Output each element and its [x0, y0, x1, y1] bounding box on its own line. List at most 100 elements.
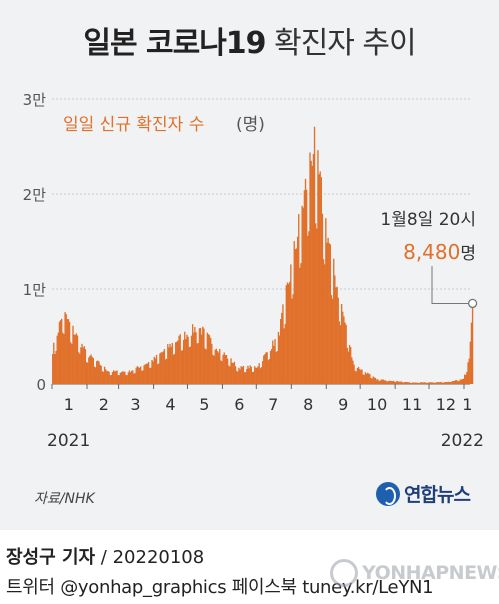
- bar: [416, 382, 418, 384]
- bar: [304, 178, 307, 384]
- bar: [186, 334, 188, 384]
- bar: [451, 381, 453, 384]
- bar: [390, 380, 392, 384]
- bar: [213, 355, 215, 384]
- bar: [73, 334, 75, 384]
- bar: [167, 344, 169, 384]
- bar: [373, 377, 376, 384]
- bar: [52, 354, 54, 384]
- bar: [421, 382, 423, 384]
- unit-label: (명): [236, 115, 265, 135]
- bar: [280, 319, 282, 384]
- bar: [74, 334, 76, 384]
- bar: [414, 382, 416, 384]
- bar: [161, 352, 163, 384]
- publish-date: / 20220108: [95, 547, 205, 568]
- bar: [387, 381, 389, 384]
- bar: [93, 366, 96, 384]
- bar: [188, 347, 190, 384]
- bar: [333, 258, 335, 384]
- bar: [413, 382, 415, 384]
- bar: [426, 382, 429, 384]
- bar: [160, 352, 162, 384]
- bar: [397, 381, 399, 384]
- bar: [221, 361, 223, 384]
- bar: [106, 370, 108, 384]
- watermark: YONHAPNEWS: [330, 559, 499, 587]
- bar: [84, 349, 87, 384]
- bar: [159, 353, 161, 384]
- bar: [121, 371, 124, 384]
- bar: [427, 382, 430, 384]
- bar: [354, 370, 356, 384]
- bar: [230, 358, 232, 384]
- bar: [168, 347, 170, 384]
- bar: [137, 367, 140, 384]
- bar: [132, 370, 134, 384]
- bar: [274, 339, 276, 384]
- bar: [251, 371, 254, 384]
- bar: [142, 370, 144, 384]
- bar: [464, 374, 466, 384]
- bar: [456, 380, 458, 384]
- x-tick-label: 3: [130, 395, 140, 414]
- bar: [173, 353, 176, 384]
- bar: [320, 177, 322, 384]
- bar: [315, 223, 317, 384]
- bar: [370, 378, 372, 384]
- bar: [395, 381, 397, 384]
- bar: [245, 372, 247, 384]
- bar: [224, 355, 227, 384]
- bar: [454, 380, 457, 384]
- bar: [158, 363, 160, 384]
- bar: [151, 359, 153, 384]
- bar: [129, 372, 132, 384]
- bar: [125, 375, 127, 384]
- bar: [415, 382, 417, 384]
- bar: [202, 326, 204, 384]
- annotation-date: 1월8일 20시: [380, 210, 476, 230]
- bar: [311, 165, 313, 384]
- bar: [469, 341, 471, 384]
- bar: [105, 369, 107, 384]
- bar: [442, 382, 444, 384]
- bar: [324, 264, 326, 384]
- bar: [377, 379, 379, 384]
- bar: [163, 349, 166, 384]
- y-tick-label: 3만: [23, 91, 47, 109]
- bar: [418, 382, 421, 384]
- bar: [396, 380, 398, 384]
- bar: [153, 356, 155, 384]
- bar: [356, 368, 359, 384]
- y-tick-label: 2만: [23, 186, 47, 204]
- bar: [308, 231, 310, 384]
- bar: [169, 343, 171, 384]
- bar: [177, 340, 179, 384]
- bar: [143, 365, 145, 384]
- bar: [155, 355, 158, 384]
- bar: [300, 263, 302, 384]
- bar: [59, 320, 62, 384]
- bar: [439, 382, 441, 384]
- bar: [290, 264, 292, 384]
- bar: [62, 332, 64, 384]
- bar: [249, 365, 251, 384]
- yonhap-logo-text: 연합뉴스: [404, 484, 471, 506]
- bar: [388, 380, 390, 384]
- bar: [58, 321, 61, 384]
- bar: [329, 244, 332, 384]
- bar: [337, 297, 339, 384]
- x-tick-label: 1: [462, 395, 472, 414]
- bar: [443, 382, 446, 384]
- bar: [468, 358, 470, 384]
- bar: [433, 382, 435, 384]
- bar: [61, 318, 63, 384]
- bar: [453, 380, 456, 384]
- bar: [448, 381, 450, 384]
- bar: [133, 373, 135, 384]
- annotation-marker: [467, 298, 478, 309]
- bar: [64, 312, 66, 384]
- bar: [68, 321, 71, 384]
- y-tick-label: 1만: [23, 281, 47, 299]
- bar: [467, 362, 469, 384]
